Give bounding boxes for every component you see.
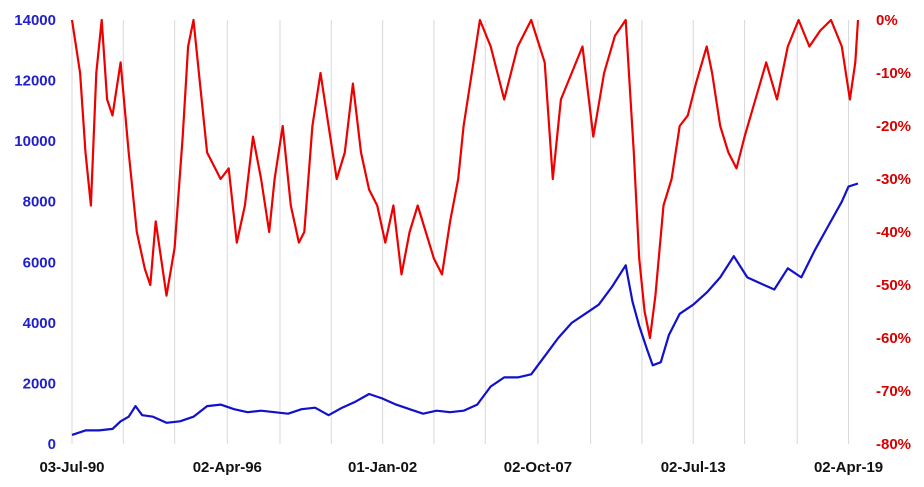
x-tick-label: 02-Oct-07 [504, 459, 572, 476]
x-tick-label: 01-Jan-02 [348, 459, 417, 476]
left-tick-label: 14000 [14, 12, 56, 29]
left-tick-label: 4000 [23, 315, 56, 332]
red-series [70, 18, 860, 340]
red-series-line [70, 18, 860, 340]
blue-series [71, 182, 859, 436]
right-tick-label: 0% [876, 12, 898, 29]
left-tick-label: 8000 [23, 194, 56, 211]
right-tick-label: -60% [876, 330, 911, 347]
right-tick-label: -10% [876, 65, 911, 82]
right-tick-label: -80% [876, 436, 911, 453]
left-tick-label: 12000 [14, 73, 56, 90]
right-tick-label: -50% [876, 277, 911, 294]
right-tick-label: -40% [876, 224, 911, 241]
x-axis-ticks: 03-Jul-90 02-Apr-96 01-Jan-02 02-Oct-07 02-J… [39, 459, 883, 476]
x-tick-label: 02-Apr-96 [193, 459, 262, 476]
left-tick-label: 2000 [23, 375, 56, 392]
left-tick-label: 6000 [23, 254, 56, 271]
vertical-gridlines [71, 20, 850, 444]
right-tick-label: -30% [876, 171, 911, 188]
x-tick-label: 02-Jul-13 [661, 459, 726, 476]
x-tick-label: 02-Apr-19 [814, 459, 883, 476]
blue-series-line [71, 182, 859, 436]
left-tick-label: 10000 [14, 133, 56, 150]
right-tick-label: -20% [876, 118, 911, 135]
left-axis-ticks: 0 2000 4000 6000 8000 10000 12000 14000 [14, 12, 56, 453]
left-tick-label: 0 [48, 436, 56, 453]
x-tick-label: 03-Jul-90 [39, 459, 104, 476]
right-tick-label: -70% [876, 383, 911, 400]
right-axis-ticks: -80% -70% -60% -50% -40% -30% -20% -10% 0% [876, 12, 911, 453]
